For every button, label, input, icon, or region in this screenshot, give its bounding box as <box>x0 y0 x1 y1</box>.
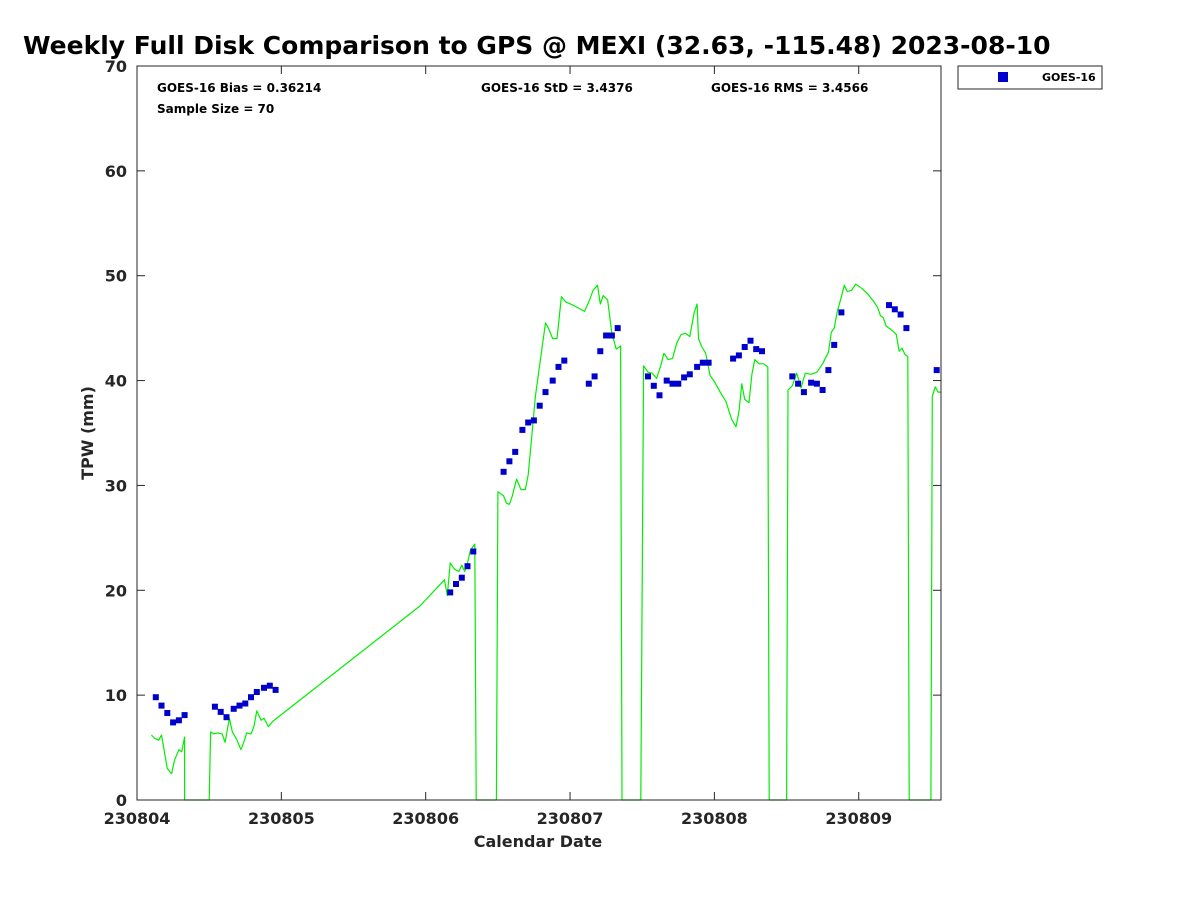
goes-16-point <box>706 360 712 366</box>
goes-16-point <box>645 373 651 379</box>
goes-16-point <box>237 703 243 709</box>
y-axis-label: TPW (mm) <box>78 386 97 480</box>
goes-16-point <box>753 346 759 352</box>
goes-16-point <box>543 389 549 395</box>
goes-16-point <box>898 312 904 318</box>
chart-title: Weekly Full Disk Comparison to GPS @ MEX… <box>23 31 1051 60</box>
legend-label-goes-16: GOES-16 <box>1042 71 1096 84</box>
goes-16-point <box>736 352 742 358</box>
sample-size-stat: Sample Size = 70 <box>157 102 274 116</box>
goes-16-point <box>586 381 592 387</box>
goes-16-point <box>730 356 736 362</box>
goes-16-point <box>597 348 603 354</box>
goes-16-point <box>892 306 898 312</box>
bias-stat: GOES-16 Bias = 0.36214 <box>157 81 321 95</box>
goes-16-point <box>825 367 831 373</box>
y-tick-label: 20 <box>105 581 127 600</box>
goes-16-point <box>814 381 820 387</box>
rms-stat: GOES-16 RMS = 3.4566 <box>711 81 868 95</box>
goes-16-point <box>603 333 609 339</box>
goes-16-point <box>170 719 176 725</box>
goes-16-point <box>512 449 518 455</box>
goes-16-point <box>657 392 663 398</box>
goes-16-point <box>453 581 459 587</box>
x-tick-label: 230807 <box>537 809 604 828</box>
goes-16-point <box>537 403 543 409</box>
goes-16-point <box>470 549 476 555</box>
goes-16-point <box>164 710 170 716</box>
goes-16-point <box>934 367 940 373</box>
goes-16-point <box>742 344 748 350</box>
goes-16-point <box>651 383 657 389</box>
goes-16-point <box>447 589 453 595</box>
goes-16-point <box>531 417 537 423</box>
goes-16-point <box>465 563 471 569</box>
std-stat: GOES-16 StD = 3.4376 <box>481 81 633 95</box>
y-tick-label: 50 <box>105 267 127 286</box>
goes-16-point <box>886 302 892 308</box>
goes-16-point <box>561 358 567 364</box>
goes-16-point <box>273 687 279 693</box>
goes-16-point <box>681 374 687 380</box>
goes-16-point <box>501 469 507 475</box>
y-tick-label: 0 <box>116 791 127 810</box>
goes-16-point <box>261 685 267 691</box>
y-tick-label: 10 <box>105 686 127 705</box>
goes-16-point <box>808 380 814 386</box>
goes-16-point <box>759 348 765 354</box>
goes-16-point <box>694 364 700 370</box>
y-tick-label: 70 <box>105 57 127 76</box>
x-tick-label: 230804 <box>104 809 171 828</box>
plot-area: 230804 230805 230806 230807 230808 230809 0 10… <box>104 57 941 828</box>
x-tick-label: 230808 <box>681 809 748 828</box>
goes-16-point <box>506 458 512 464</box>
goes-16-point <box>224 714 230 720</box>
goes-16-point <box>218 709 224 715</box>
goes-16-point <box>748 338 754 344</box>
goes-16-point <box>700 360 706 366</box>
goes-16-point <box>519 427 525 433</box>
goes-16-point <box>592 373 598 379</box>
goes-16-point <box>556 364 562 370</box>
goes-16-point <box>795 381 801 387</box>
goes-16-point <box>248 694 254 700</box>
goes-16-point <box>670 381 676 387</box>
goes-16-point <box>212 704 218 710</box>
x-tick-label: 230809 <box>825 809 892 828</box>
tpw-comparison-chart: Weekly Full Disk Comparison to GPS @ MEX… <box>0 0 1200 900</box>
goes-16-point <box>254 689 260 695</box>
x-tick-label: 230805 <box>248 809 315 828</box>
goes-16-point <box>820 387 826 393</box>
legend-marker-goes-16 <box>998 72 1008 82</box>
goes-16-point <box>687 371 693 377</box>
goes-16-point <box>903 325 909 331</box>
goes-16-point <box>182 712 188 718</box>
goes-16-point <box>159 703 165 709</box>
goes-16-point <box>525 420 531 426</box>
goes-16-point <box>609 333 615 339</box>
goes-16-point <box>801 389 807 395</box>
goes-16-point <box>242 701 248 707</box>
y-tick-label: 60 <box>105 162 127 181</box>
legend: GOES-16 <box>958 66 1102 89</box>
goes-16-point <box>789 373 795 379</box>
y-tick-label: 30 <box>105 476 127 495</box>
goes-16-point <box>267 683 273 689</box>
goes-16-point <box>838 309 844 315</box>
goes-16-point <box>176 717 182 723</box>
goes-16-point <box>231 706 237 712</box>
goes-16-point <box>153 694 159 700</box>
y-tick-label: 40 <box>105 372 127 391</box>
goes-16-point <box>831 342 837 348</box>
goes-16-point <box>459 575 465 581</box>
goes-16-point <box>675 381 681 387</box>
x-tick-label: 230806 <box>392 809 459 828</box>
goes-16-point <box>550 378 556 384</box>
x-axis-label: Calendar Date <box>474 832 603 851</box>
goes-16-point <box>664 378 670 384</box>
goes-16-point <box>615 325 621 331</box>
